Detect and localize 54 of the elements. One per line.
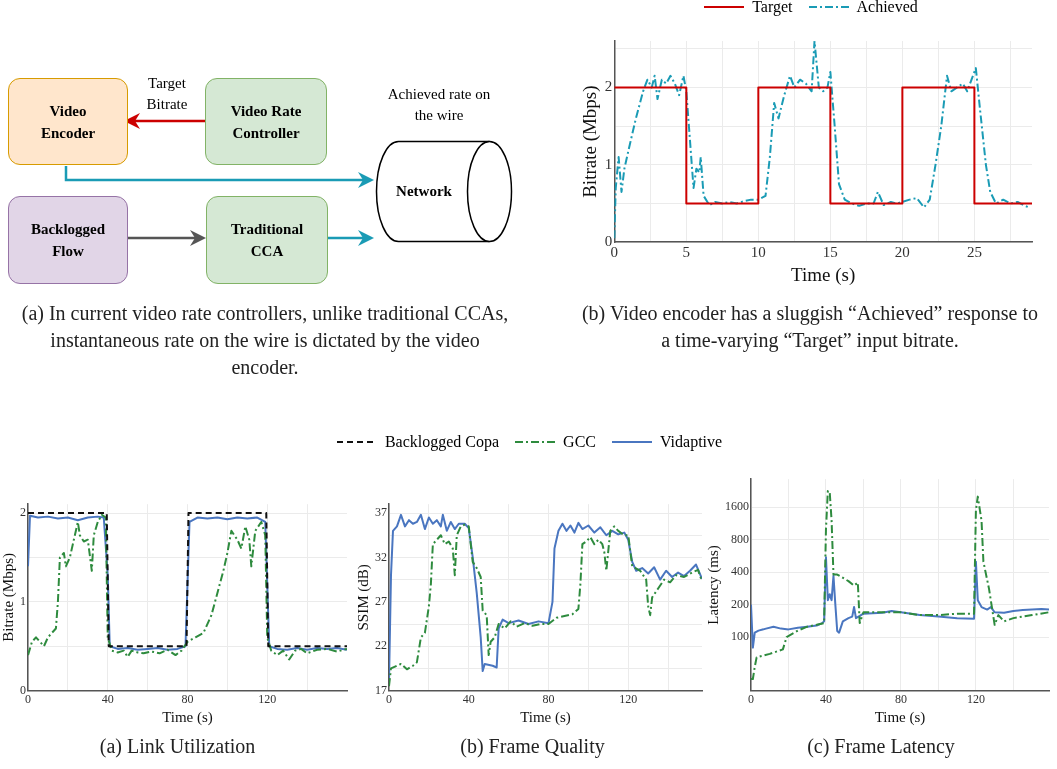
- text: Achieved rate on the wire: [386, 85, 492, 125]
- x-tick-label: 20: [894, 244, 910, 261]
- y-tick-label: 200: [731, 596, 749, 611]
- text: (a) In current video rate controllers, unlike traditional CCAs, instantaneous rate on the wire is dictated by the video encoder.: [20, 301, 510, 380]
- text: Network: [395, 181, 453, 201]
- y-tick-label: 1: [20, 593, 26, 608]
- legend-label: Achieved: [856, 0, 918, 16]
- x-axis-title: Time (s): [874, 708, 926, 726]
- y-tick-label: 27: [375, 593, 387, 608]
- rounded-box: Backlogged Flow: [8, 196, 128, 284]
- text: (a) Link Utilization: [98, 734, 257, 760]
- x-tick-label: 80: [542, 691, 555, 706]
- y-tick-label: 100: [731, 629, 749, 644]
- x-tick-label: 40: [462, 691, 475, 706]
- x-tick-label: 80: [894, 691, 907, 706]
- y-tick-label: 1: [604, 155, 613, 172]
- y-axis-title: SSIM (dB): [354, 564, 372, 631]
- text: Target Bitrate: [145, 74, 189, 114]
- text: (b) Frame Quality: [459, 734, 606, 760]
- x-tick-label: 120: [619, 691, 638, 706]
- y-axis-title: Latency (ms): [704, 545, 722, 625]
- x-tick-label: 120: [258, 691, 277, 706]
- legend-label: Backlogged Copa: [384, 433, 500, 451]
- x-tick-label: 40: [101, 691, 114, 706]
- x-tick-label: 25: [966, 244, 982, 261]
- rounded-box: Traditional CCA: [206, 196, 328, 284]
- x-axis-title: Time (s): [520, 708, 571, 726]
- rounded-box: Video Encoder: [8, 78, 128, 165]
- y-tick-label: 2: [604, 78, 613, 95]
- text: (b) Video encoder has a sluggish “Achieved” response to a time-varying “Target” input bitrate.: [580, 301, 1040, 354]
- y-axis-title: Bitrate (Mbps): [0, 553, 17, 642]
- legend-label: GCC: [563, 433, 596, 451]
- y-tick-label: 800: [731, 531, 749, 546]
- y-tick-label: 37: [375, 505, 387, 520]
- y-tick-label: 22: [375, 638, 387, 653]
- x-tick-label: 40: [819, 691, 832, 706]
- x-tick-label: 80: [181, 691, 194, 706]
- y-tick-label: 32: [375, 549, 387, 564]
- x-tick-label: 15: [822, 244, 838, 261]
- text: (c) Frame Latency: [806, 734, 956, 760]
- y-tick-label: 1600: [725, 499, 749, 514]
- y-axis-title: Bitrate (Mbps): [579, 85, 602, 198]
- x-tick-label: 5: [682, 244, 691, 261]
- x-axis-title: Time (s): [791, 263, 856, 286]
- y-tick-label: 17: [375, 682, 387, 697]
- y-tick-label: 400: [731, 564, 749, 579]
- x-axis-title: Time (s): [162, 708, 213, 726]
- x-tick-label: 120: [966, 691, 985, 706]
- y-tick-label: 2: [20, 505, 26, 520]
- rounded-box: Video Rate Controller: [205, 78, 327, 165]
- legend-label: Vidaptive: [659, 433, 723, 451]
- line-series: [751, 489, 1049, 680]
- legend-label: Target: [752, 0, 793, 16]
- x-tick-label: 10: [750, 244, 766, 261]
